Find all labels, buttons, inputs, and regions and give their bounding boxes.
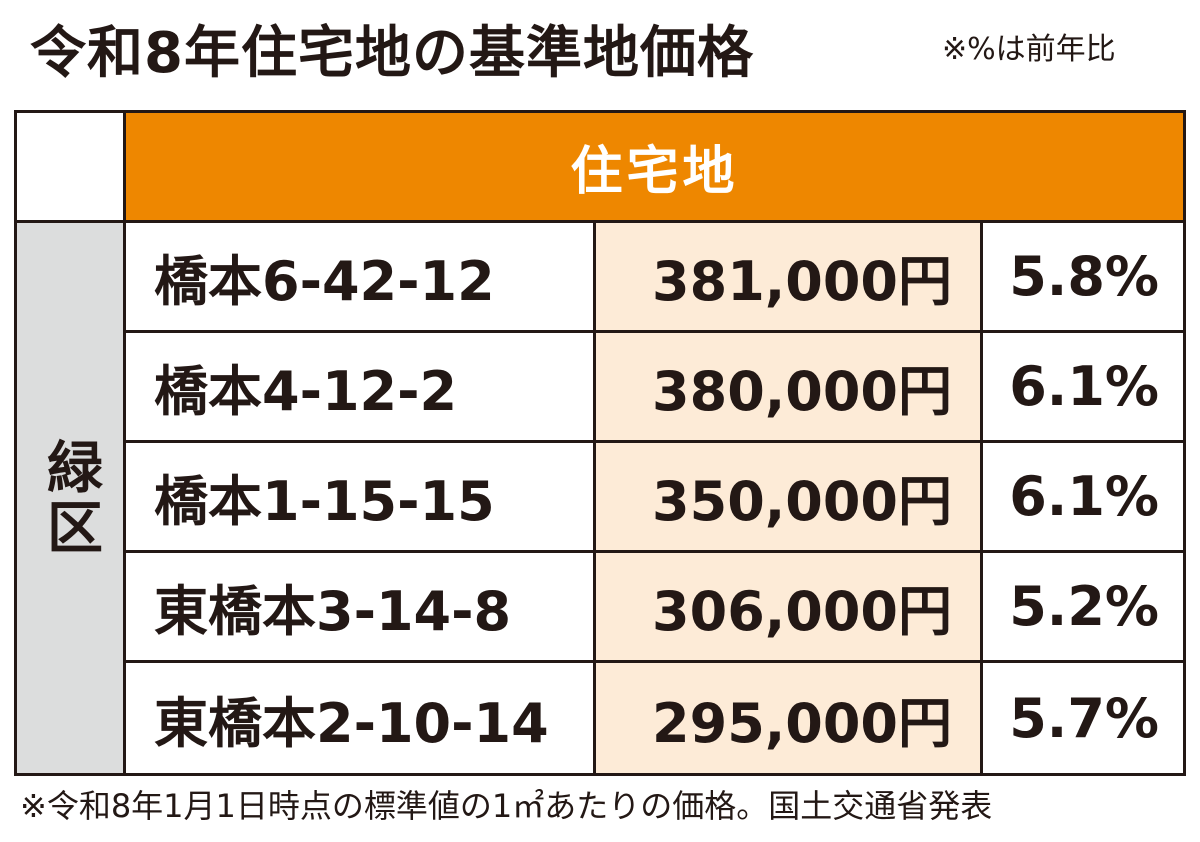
change-cell: 5.2% [1009,575,1159,638]
table-row: 東橋本2-10-14 295,000円 5.7% [126,663,1183,773]
price-cell: 381,000円 [596,223,983,330]
change-cell: 6.1% [1009,355,1159,418]
table-row: 橋本1-15-15 350,000円 6.1% [126,443,1183,553]
address-cell: 橋本4-12-2 [126,333,596,440]
table-corner-cell [17,113,126,223]
table-header-label: 住宅地 [570,142,739,202]
price-cell: 350,000円 [596,443,983,550]
change-cell: 6.1% [1009,465,1159,528]
change-cell: 5.7% [1009,686,1159,750]
change-cell: 5.8% [1009,245,1159,308]
price-cell: 306,000円 [596,553,983,660]
ward-label: 緑区 [37,438,103,558]
price-cell: 295,000円 [596,663,983,773]
address-cell: 東橋本3-14-8 [126,553,596,660]
price-cell: 380,000円 [596,333,983,440]
table-row: 橋本6-42-12 381,000円 5.8% [126,223,1183,333]
table-row: 橋本4-12-2 380,000円 6.1% [126,333,1183,443]
percent-note: ※%は前年比 [942,32,1116,67]
table-row: 東橋本3-14-8 306,000円 5.2% [126,553,1183,663]
address-cell: 橋本1-15-15 [126,443,596,550]
ward-cell: 緑区 [17,223,126,773]
footnote: ※令和8年1月1日時点の標準値の1㎡あたりの価格。国土交通省発表 [20,787,993,825]
table-header: 住宅地 [126,113,1183,223]
price-table: 住宅地 緑区 橋本6-42-12 381,000円 5.8% 橋本4-12-2 … [14,110,1186,776]
address-cell: 東橋本2-10-14 [126,663,596,773]
address-cell: 橋本6-42-12 [126,223,596,330]
page-title: 令和8年住宅地の基準地価格 [30,21,754,86]
